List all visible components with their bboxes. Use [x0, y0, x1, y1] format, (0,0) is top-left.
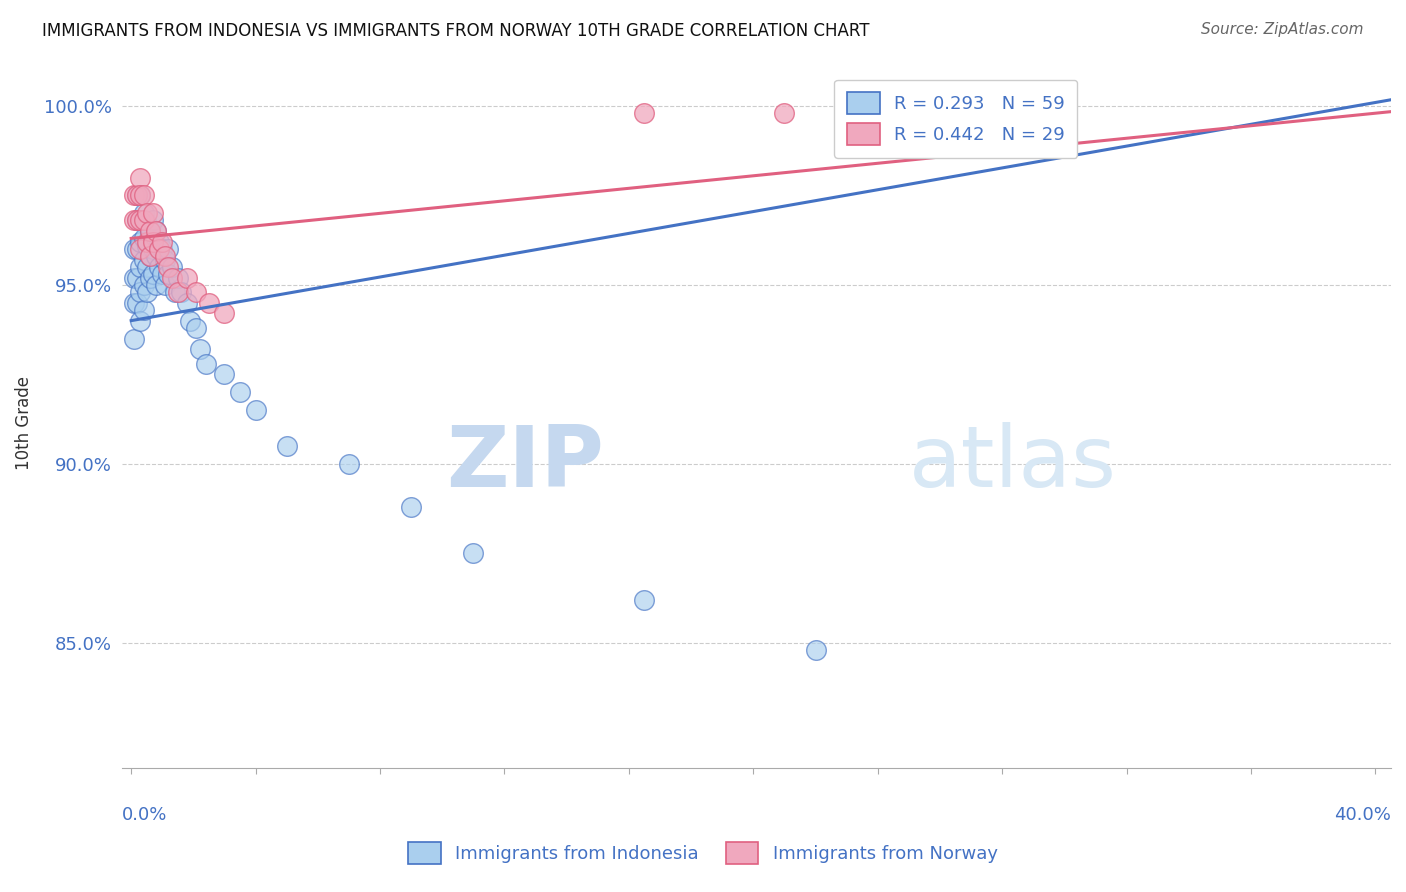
Point — [337, 457, 360, 471]
Point — [135, 217, 157, 231]
Point — [157, 260, 180, 274]
Point — [179, 313, 201, 327]
Point — [186, 285, 208, 299]
Text: ZIP: ZIP — [446, 423, 605, 506]
Text: atlas: atlas — [908, 423, 1116, 506]
Point — [142, 213, 165, 227]
Point — [188, 343, 211, 357]
Point — [214, 368, 236, 382]
Point — [145, 224, 167, 238]
Point — [135, 238, 157, 252]
Text: 0.0%: 0.0% — [122, 805, 167, 823]
Point — [124, 242, 146, 256]
Legend: R = 0.293   N = 59, R = 0.442   N = 29: R = 0.293 N = 59, R = 0.442 N = 29 — [834, 79, 1077, 158]
Point — [633, 592, 655, 607]
Point — [135, 235, 157, 249]
Point — [139, 270, 162, 285]
Point — [129, 213, 152, 227]
Point — [160, 260, 183, 274]
Point — [150, 235, 173, 249]
Point — [155, 249, 177, 263]
Point — [127, 213, 149, 227]
Point — [129, 242, 152, 256]
Point — [176, 295, 198, 310]
Point — [127, 270, 149, 285]
Point — [148, 242, 170, 256]
Point — [129, 260, 152, 274]
Point — [150, 242, 173, 256]
Point — [150, 267, 173, 281]
Point — [135, 206, 157, 220]
Point — [139, 249, 162, 263]
Point — [804, 642, 827, 657]
Point — [124, 188, 146, 202]
Point — [145, 277, 167, 292]
Point — [186, 320, 208, 334]
Point — [148, 260, 170, 274]
Point — [129, 213, 152, 227]
Point — [194, 357, 217, 371]
Point — [214, 306, 236, 320]
Point — [166, 285, 188, 299]
Point — [142, 242, 165, 256]
Legend: Immigrants from Indonesia, Immigrants from Norway: Immigrants from Indonesia, Immigrants fr… — [394, 828, 1012, 879]
Point — [245, 403, 267, 417]
Point — [145, 224, 167, 238]
Point — [127, 213, 149, 227]
Point — [139, 224, 162, 238]
Point — [163, 285, 186, 299]
Point — [127, 295, 149, 310]
Point — [157, 267, 180, 281]
Point — [139, 249, 162, 263]
Point — [155, 277, 177, 292]
Point — [145, 249, 167, 263]
Point — [132, 252, 155, 267]
Point — [160, 270, 183, 285]
Point — [142, 235, 165, 249]
Point — [124, 295, 146, 310]
Text: 40.0%: 40.0% — [1334, 805, 1391, 823]
Point — [135, 285, 157, 299]
Point — [124, 332, 146, 346]
Point — [127, 242, 149, 256]
Point — [463, 546, 485, 560]
Point — [129, 313, 152, 327]
Point — [129, 188, 152, 202]
Point — [142, 267, 165, 281]
Point — [129, 285, 152, 299]
Point — [132, 302, 155, 317]
Point — [198, 295, 221, 310]
Point — [127, 188, 149, 202]
Point — [129, 170, 152, 185]
Point — [148, 235, 170, 249]
Point — [229, 385, 252, 400]
Point — [399, 500, 422, 514]
Point — [132, 213, 155, 227]
Point — [127, 188, 149, 202]
Point — [157, 242, 180, 256]
Point — [129, 188, 152, 202]
Point — [155, 252, 177, 267]
Point — [170, 285, 193, 299]
Point — [135, 260, 157, 274]
Point — [176, 270, 198, 285]
Point — [124, 213, 146, 227]
Y-axis label: 10th Grade: 10th Grade — [15, 376, 32, 469]
Point — [139, 224, 162, 238]
Point — [276, 439, 298, 453]
Point — [132, 206, 155, 220]
Point — [132, 188, 155, 202]
Point — [773, 106, 796, 120]
Text: IMMIGRANTS FROM INDONESIA VS IMMIGRANTS FROM NORWAY 10TH GRADE CORRELATION CHART: IMMIGRANTS FROM INDONESIA VS IMMIGRANTS … — [42, 22, 870, 40]
Point — [132, 231, 155, 245]
Point — [633, 106, 655, 120]
Text: Source: ZipAtlas.com: Source: ZipAtlas.com — [1201, 22, 1364, 37]
Point — [142, 206, 165, 220]
Point — [129, 235, 152, 249]
Point — [132, 277, 155, 292]
Point — [124, 270, 146, 285]
Point — [166, 270, 188, 285]
